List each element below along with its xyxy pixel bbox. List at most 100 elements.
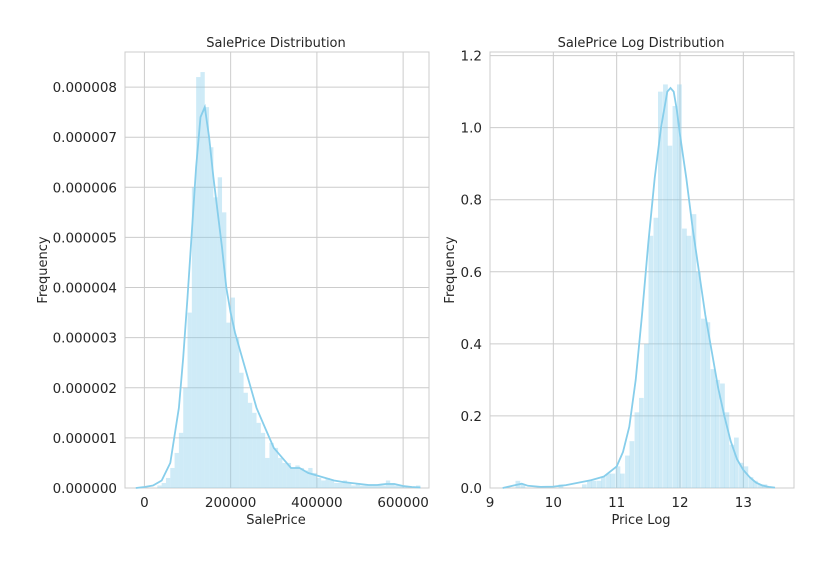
y-tick-labels: 0.000000 0.000001 0.000002 0.000003 0.000004… bbox=[53, 80, 117, 497]
histogram-bar bbox=[325, 477, 330, 488]
histogram-bar bbox=[355, 482, 361, 488]
histogram-bar bbox=[653, 217, 659, 488]
histogram-bar bbox=[256, 422, 261, 488]
histogram-bar bbox=[714, 379, 720, 488]
histogram-bar bbox=[243, 392, 248, 488]
histogram-bar bbox=[657, 91, 663, 489]
y-tick-label: 0.000001 bbox=[53, 431, 117, 447]
histogram-bar bbox=[758, 484, 763, 488]
x-tick-label: 600000 bbox=[377, 495, 429, 511]
histogram-bar bbox=[174, 452, 179, 488]
y-tick-label: 0.4 bbox=[461, 337, 482, 353]
histogram-bar bbox=[394, 485, 399, 488]
histogram-bar bbox=[587, 480, 592, 488]
chart-title: SalePrice Log Distribution bbox=[558, 36, 725, 51]
x-tick-label: 12 bbox=[671, 495, 688, 511]
histogram-bar bbox=[196, 77, 201, 489]
y-tick-label: 1.2 bbox=[461, 49, 482, 65]
histogram-bar bbox=[226, 322, 231, 488]
x-tick-label: 11 bbox=[608, 495, 625, 511]
histogram-bar bbox=[676, 84, 682, 488]
histogram-bar bbox=[239, 372, 244, 488]
histogram-bar bbox=[705, 322, 711, 488]
histogram-bar bbox=[372, 485, 378, 488]
histogram-bar bbox=[596, 480, 602, 488]
histogram-bar bbox=[273, 447, 279, 488]
histogram-bar bbox=[334, 482, 339, 488]
chart-title: SalePrice Distribution bbox=[206, 36, 346, 51]
histogram-bar bbox=[390, 482, 395, 488]
y-axis-label: Frequency bbox=[36, 236, 51, 303]
histogram-bar bbox=[638, 397, 644, 488]
grid bbox=[489, 52, 794, 489]
histogram-bar bbox=[209, 147, 214, 488]
histogram-bar bbox=[743, 466, 749, 488]
histogram-bar bbox=[591, 480, 597, 488]
x-axis-label: SalePrice bbox=[246, 513, 306, 528]
x-tick-label: 200000 bbox=[205, 495, 257, 511]
histogram-bar bbox=[377, 485, 382, 488]
histogram-bar bbox=[663, 84, 668, 488]
histogram-bar bbox=[360, 485, 365, 488]
histogram-bar bbox=[338, 482, 343, 488]
saleprice-distribution-chart: 0 200000 400000 600000 0.0000000.0000010.00… bbox=[36, 36, 430, 528]
histogram-bar bbox=[695, 271, 701, 488]
x-tick-label: 0 bbox=[140, 495, 149, 511]
histogram-bar bbox=[347, 482, 352, 488]
x-tick-label: 400000 bbox=[291, 495, 343, 511]
histogram-bar bbox=[619, 473, 625, 488]
x-tick-label: 10 bbox=[545, 495, 562, 511]
grid bbox=[125, 52, 429, 489]
histogram-bar bbox=[234, 337, 240, 488]
histogram-bar bbox=[178, 432, 184, 488]
y-tick-label: 1.0 bbox=[461, 121, 482, 137]
histogram-bar bbox=[230, 297, 235, 488]
y-tick-label: 0.000005 bbox=[53, 230, 117, 246]
kde-curve bbox=[502, 86, 776, 489]
histogram-bar bbox=[381, 485, 386, 488]
histogram-bar bbox=[165, 477, 171, 488]
histogram-bar bbox=[682, 228, 687, 488]
y-tick-label: 0.8 bbox=[461, 193, 482, 209]
histogram-bar bbox=[368, 485, 373, 488]
kde-curve bbox=[135, 103, 421, 489]
histogram-bar bbox=[729, 444, 735, 488]
histogram-bar bbox=[316, 477, 322, 488]
y-tick-label: 0.000008 bbox=[53, 80, 117, 96]
y-tick-label: 0.000002 bbox=[53, 381, 117, 397]
y-axis-label: Frequency bbox=[443, 236, 458, 303]
saleprice-log-distribution-chart: 9 10 11 12 13 0.0 0.2 0.4 0.6 0.8 1.0 1.2 SalePric… bbox=[443, 36, 795, 528]
histogram-bar bbox=[295, 465, 300, 488]
histogram-bar bbox=[667, 145, 673, 488]
histogram-bar bbox=[187, 312, 192, 488]
histogram-bar bbox=[733, 437, 739, 488]
x-tick-labels: 0 200000 400000 600000 bbox=[140, 495, 429, 511]
histogram-bars bbox=[515, 84, 768, 489]
histogram-bar bbox=[191, 187, 197, 488]
plot-area bbox=[124, 51, 430, 489]
histogram-bar bbox=[247, 402, 253, 488]
histogram-bar bbox=[724, 412, 730, 488]
histogram-bar bbox=[748, 477, 754, 488]
y-tick-label: 0.000003 bbox=[53, 331, 117, 347]
histogram-bar bbox=[615, 466, 621, 488]
histogram-bar bbox=[286, 462, 292, 488]
histogram-bar bbox=[299, 467, 304, 488]
y-tick-labels: 0.0 0.2 0.4 0.6 0.8 1.0 1.2 bbox=[461, 49, 482, 497]
x-tick-label: 13 bbox=[735, 495, 752, 511]
histogram-bar bbox=[398, 485, 404, 488]
y-tick-label: 0.0 bbox=[461, 481, 482, 497]
histogram-bar bbox=[329, 480, 335, 488]
histogram-bar bbox=[170, 467, 175, 488]
histogram-bar bbox=[351, 485, 356, 488]
histogram-bar bbox=[644, 343, 649, 488]
histogram-bar bbox=[686, 235, 692, 488]
histogram-bar bbox=[342, 480, 348, 488]
histogram-bar bbox=[629, 441, 635, 488]
histogram-bar bbox=[321, 480, 326, 488]
histogram-bar bbox=[222, 212, 227, 489]
histogram-bar bbox=[625, 455, 630, 488]
histogram-bar bbox=[260, 432, 266, 488]
histogram-bar bbox=[610, 473, 616, 488]
